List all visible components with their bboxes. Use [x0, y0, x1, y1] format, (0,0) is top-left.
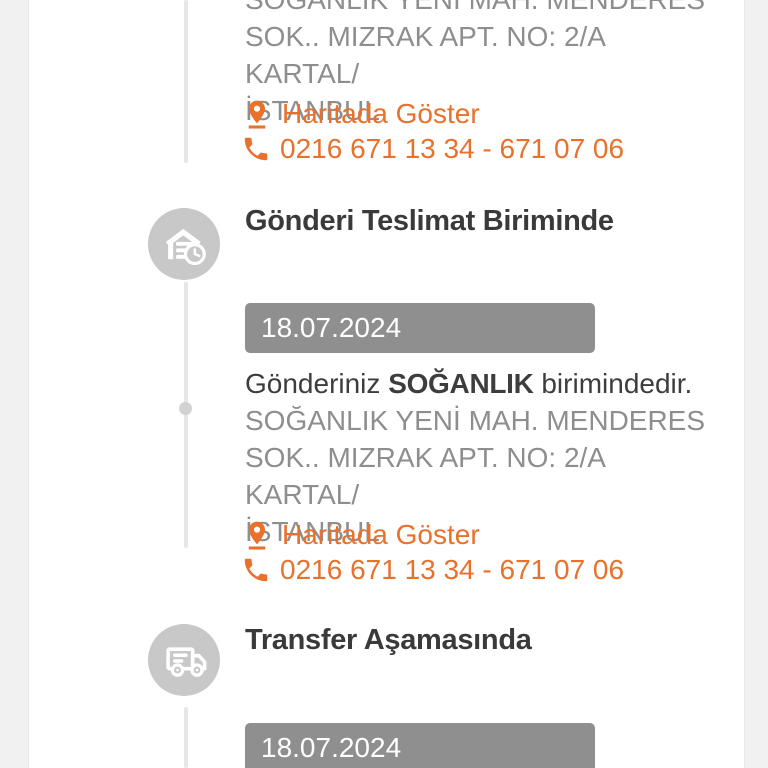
address-line: SOK.. MIZRAK APT. NO: 2/A KARTAL/ — [245, 442, 605, 510]
depot-clock-icon — [158, 218, 210, 270]
address-text: SOĞANLIK YENİ MAH. MENDERES SOK.. MIZRAK… — [245, 402, 710, 550]
show-on-map-label: Haritada Göster — [282, 98, 480, 129]
event-date-badge: 18.07.2024 — [245, 723, 595, 768]
event-title-delivery-unit: Gönderi Teslimat Biriminde — [245, 205, 614, 237]
timeline-node-transfer — [148, 624, 220, 696]
address-line: İSTANBUL — [245, 516, 380, 547]
show-on-map-link[interactable]: Haritada Göster — [241, 517, 480, 553]
timeline-line-segment — [184, 282, 188, 548]
truck-icon — [158, 634, 210, 686]
timeline-dot — [179, 402, 192, 415]
phone-icon — [241, 555, 271, 585]
timeline-node-delivery-unit — [148, 208, 220, 280]
address-line: SOĞANLIK YENİ MAH. MENDERES — [245, 405, 706, 436]
phone-link[interactable]: 0216 671 13 34 - 671 07 06 — [241, 131, 624, 167]
phone-icon — [241, 134, 271, 164]
message-prefix: Gönderiniz — [245, 368, 389, 399]
address-line: SOK.. MIZRAK APT. NO: 2/A KARTAL/ — [245, 21, 605, 89]
phone-link[interactable]: 0216 671 13 34 - 671 07 06 — [241, 552, 624, 588]
event-title-transfer: Transfer Aşamasında — [245, 624, 532, 656]
location-pin-icon — [241, 519, 273, 551]
phone-number: 0216 671 13 34 - 671 07 06 — [280, 133, 625, 164]
address-line: İSTANBUL — [245, 95, 380, 126]
shipment-status-message: Gönderiniz SOĞANLIK birimindedir. — [245, 365, 715, 402]
show-on-map-label: Haritada Göster — [282, 519, 480, 550]
timeline-line-segment — [184, 707, 188, 768]
event-date-badge: 18.07.2024 — [245, 303, 595, 353]
timeline-line-segment — [184, 0, 188, 163]
location-pin-icon — [241, 98, 273, 130]
message-branch-name: SOĞANLIK — [388, 368, 534, 399]
phone-number: 0216 671 13 34 - 671 07 06 — [280, 554, 625, 585]
message-suffix: birimindedir. — [533, 368, 693, 399]
show-on-map-link[interactable]: Haritada Göster — [241, 96, 480, 132]
content-card — [28, 0, 745, 768]
address-line: SOĞANLIK YENİ MAH. MENDERES — [245, 0, 710, 18]
address-text: SOĞANLIK YENİ MAH. MENDERES SOK.. MIZRAK… — [245, 0, 710, 129]
